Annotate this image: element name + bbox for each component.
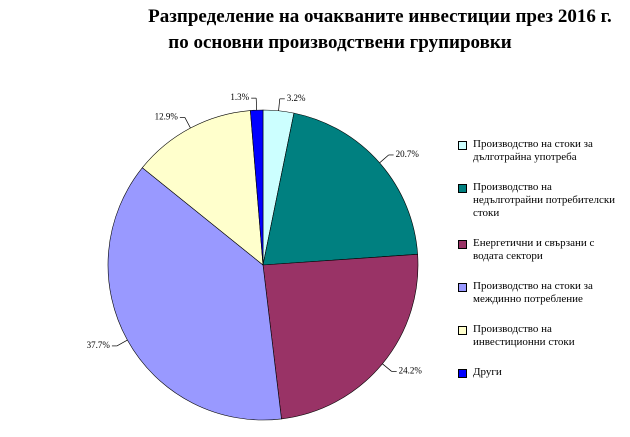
chart-title: Разпределение на очакваните инвестиции п… — [148, 6, 612, 27]
leader-line — [382, 363, 392, 372]
legend-item: Производство на инвестиционни стоки — [458, 323, 623, 349]
legend-swatch — [458, 369, 467, 378]
legend-item: Други — [458, 366, 623, 379]
legend-swatch — [458, 283, 467, 292]
data-label: 24.2% — [399, 366, 423, 376]
data-label: 12.9% — [155, 111, 179, 121]
leader-line — [278, 98, 281, 111]
legend-label: Производство на стоки за междинно потреб… — [473, 280, 593, 305]
data-label: 37.7% — [87, 340, 111, 350]
legend-item: Производство на недълготрайни потребител… — [458, 181, 623, 220]
leader-line — [379, 154, 389, 164]
data-label: 3.2% — [287, 93, 306, 103]
chart-title: по основни производствени групировки — [168, 32, 512, 53]
legend-swatch — [458, 326, 467, 335]
pie-slice — [141, 110, 264, 266]
legend-swatch — [458, 240, 467, 249]
legend-item: Енергетични и свързани с водата сектори — [458, 237, 623, 263]
legend-item: Производство на стоки за междинно потреб… — [458, 280, 623, 306]
legend-swatch — [458, 141, 467, 150]
legend-item: Производство на стоки за дълготрайна упо… — [458, 138, 623, 164]
pie-slice — [250, 109, 264, 266]
data-label: 20.7% — [396, 149, 420, 159]
legend-label: Производство на стоки за дълготрайна упо… — [473, 138, 593, 163]
legend-label: Енергетични и свързани с водата сектори — [473, 237, 595, 262]
legend-swatch — [458, 184, 467, 193]
legend-label: Производство на недълготрайни потребител… — [473, 181, 616, 219]
legend: Производство на стоки за дълготрайна упо… — [458, 138, 623, 396]
legend-label: Производство на инвестиционни стоки — [473, 323, 575, 348]
data-label: 1.3% — [230, 92, 249, 102]
leader-line — [184, 117, 191, 129]
legend-label: Други — [473, 366, 502, 378]
pie-slice — [262, 253, 419, 420]
leader-line — [116, 339, 128, 347]
